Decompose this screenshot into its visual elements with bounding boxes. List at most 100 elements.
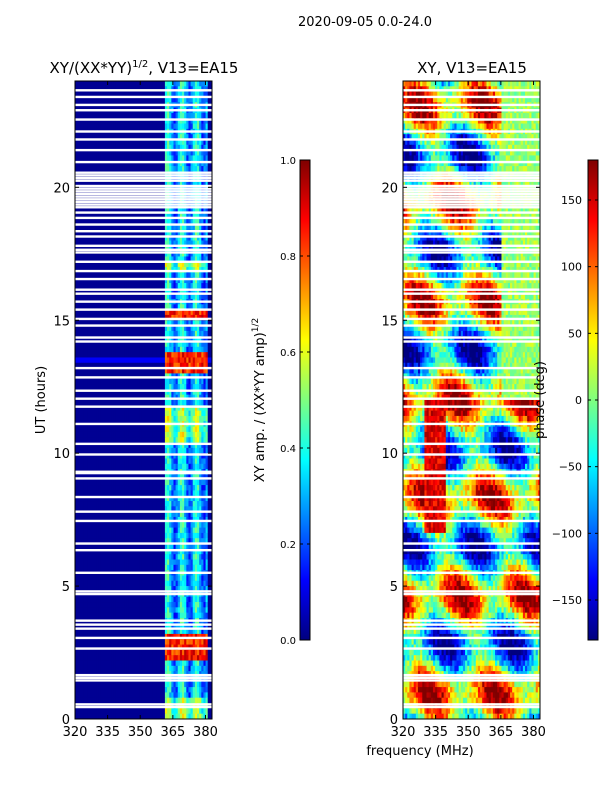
phase-panel-title: XY, V13=EA15 (417, 59, 527, 77)
flagged-row (75, 171, 212, 174)
flagged-row (75, 198, 212, 201)
flagged-row (75, 160, 212, 164)
colorbar-tick-label: 0 (575, 394, 582, 407)
flagged-row (75, 130, 212, 133)
flagged-row (75, 292, 212, 295)
flagged-row (403, 679, 540, 682)
flagged-row (403, 471, 540, 475)
flagged-row (403, 235, 540, 238)
flagged-row (75, 422, 212, 426)
colorbar-tick-label: −100 (552, 527, 582, 540)
flagged-row (403, 118, 540, 121)
flagged-row (403, 636, 540, 640)
flagged-row (75, 442, 212, 446)
flagged-row (403, 130, 540, 133)
flagged-row (75, 549, 212, 552)
x-tick-label: 380 (521, 725, 546, 740)
phase-colorbar-ticks: −150 −100 −50 0 50 100 150 (552, 194, 598, 607)
flagged-row (75, 470, 212, 473)
flagged-row (403, 109, 540, 112)
flagged-row (403, 619, 540, 622)
flagged-row (403, 216, 540, 220)
flagged-row (403, 317, 540, 321)
x-tick-label: 320 (391, 725, 416, 740)
flagged-row (75, 211, 212, 214)
flagged-row (403, 203, 540, 206)
flagged-row (75, 95, 212, 99)
flagged-row (403, 405, 540, 408)
x-tick-label: 320 (63, 725, 88, 740)
y-tick-label: 5 (62, 580, 70, 595)
flagged-row (403, 95, 540, 99)
y-tick-label: 0 (62, 713, 70, 728)
flagged-row (75, 277, 212, 281)
amplitude-flagged-rows (75, 89, 212, 709)
flagged-row (75, 235, 212, 238)
flagged-row (403, 340, 540, 343)
flagged-row (75, 619, 212, 622)
x-tick-label: 335 (423, 725, 448, 740)
flagged-row (403, 470, 540, 473)
flagged-row (75, 118, 212, 121)
flagged-row (75, 336, 212, 339)
flagged-row (75, 192, 212, 196)
flagged-row (75, 519, 212, 523)
y-tick-label: 20 (381, 181, 398, 196)
flagged-row (403, 103, 540, 107)
flagged-row (403, 206, 540, 209)
flagged-row (75, 248, 212, 251)
colorbar-tick-label: −150 (552, 594, 582, 607)
flagged-row (75, 453, 212, 456)
flagged-row (403, 190, 540, 193)
flagged-row (75, 103, 212, 107)
y-tick-label: 20 (53, 181, 70, 196)
flagged-row (75, 397, 212, 400)
flagged-row (75, 179, 212, 182)
flagged-row (403, 705, 540, 709)
flagged-row (403, 200, 540, 204)
colorbar-tick-label: 50 (568, 327, 582, 340)
y-tick-label: 0 (390, 713, 398, 728)
flagged-row (75, 109, 212, 112)
flagged-row (75, 200, 212, 204)
flagged-row (75, 190, 212, 193)
flagged-row (75, 679, 212, 682)
flagged-row (75, 260, 212, 263)
x-tick-label: 380 (193, 725, 218, 740)
flagged-row (403, 477, 540, 480)
colorbar-tick-label: 150 (561, 194, 582, 207)
flagged-row (403, 288, 540, 291)
flagged-row (403, 366, 540, 370)
y-tick-label: 5 (390, 580, 398, 595)
flagged-row (75, 673, 212, 677)
y-tick-label: 10 (381, 447, 398, 462)
flagged-row (403, 174, 540, 177)
flagged-row (75, 174, 212, 177)
flagged-row (403, 623, 540, 626)
flagged-row (403, 138, 540, 141)
flagged-row (403, 510, 540, 513)
flagged-row (403, 389, 540, 392)
flagged-row (75, 203, 212, 206)
amplitude-axes: 320 335 350 365 380 0 5 10 15 20 (53, 81, 218, 740)
colorbar-tick-label: 0.4 (280, 444, 296, 455)
flagged-row (75, 317, 212, 321)
flagged-row (403, 184, 540, 188)
amplitude-colorbar-label: XY amp. / (XX*YY amp)1/2 (251, 318, 268, 482)
figure-suptitle: 2020-09-05 0.0-24.0 (298, 15, 432, 30)
flagged-row (75, 592, 212, 596)
amplitude-colorbar: 0.0 0.2 0.4 0.6 0.8 1.0 XY amp. / (XX*YY amp)… (251, 156, 311, 647)
flagged-row (403, 495, 540, 499)
flagged-row (403, 89, 540, 92)
flagged-row (403, 571, 540, 574)
flagged-row (403, 277, 540, 281)
flagged-row (403, 176, 540, 180)
flagged-row (75, 340, 212, 343)
flagged-row (403, 187, 540, 190)
flagged-row (403, 308, 540, 311)
flagged-row (75, 206, 212, 209)
colorbar-tick-label: 1.0 (280, 156, 296, 167)
flagged-row (403, 592, 540, 596)
phase-flagged-rows (403, 89, 540, 709)
